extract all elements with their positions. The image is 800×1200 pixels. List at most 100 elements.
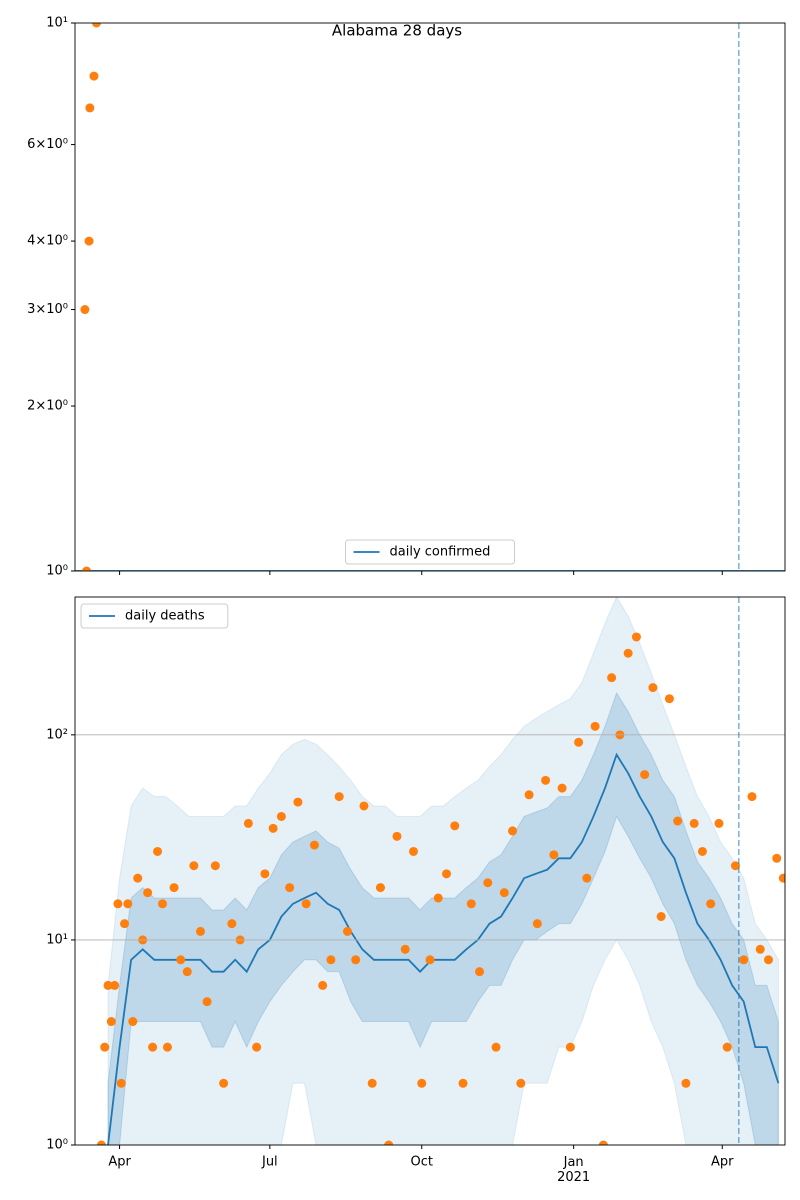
data-point: [458, 1078, 468, 1088]
data-point: [763, 955, 773, 965]
data-point: [243, 818, 253, 828]
data-point: [195, 926, 205, 936]
data-point: [697, 846, 707, 856]
data-point: [219, 1078, 229, 1088]
data-point: [400, 944, 410, 954]
legend-label: daily deaths: [125, 609, 205, 624]
x-tick-label: Oct: [411, 1155, 433, 1170]
data-point: [342, 926, 352, 936]
data-point: [326, 955, 336, 965]
data-point: [359, 801, 369, 811]
data-point: [442, 869, 452, 879]
line: [107, 752, 780, 1145]
data-point: [673, 816, 683, 826]
data-point: [158, 899, 168, 909]
data-point: [84, 236, 94, 246]
data-point: [334, 792, 344, 802]
data-point: [524, 790, 534, 800]
data-point: [143, 888, 153, 898]
x-tick-label: Apr: [711, 1155, 734, 1170]
legend-label: daily confirmed: [390, 545, 491, 560]
data-point: [367, 1078, 377, 1088]
y-tick-label: 6×10⁰: [27, 137, 68, 152]
data-point: [120, 919, 130, 929]
data-point: [91, 23, 101, 28]
data-point: [113, 899, 123, 909]
data-point: [148, 1042, 158, 1052]
data-point: [747, 792, 757, 802]
data-point: [664, 694, 674, 704]
data-point: [133, 873, 143, 883]
data-point: [772, 853, 782, 863]
data-point: [557, 783, 567, 793]
data-point: [778, 873, 785, 883]
plot-area: [75, 23, 785, 571]
data-point: [189, 861, 199, 871]
data-point: [433, 893, 443, 903]
y-tick-label: 3×10⁰: [27, 302, 68, 317]
data-point: [252, 1042, 262, 1052]
chart-title: Alabama 28 days: [332, 22, 462, 40]
legend-box: [345, 539, 515, 565]
plot-frame: [74, 22, 786, 572]
data-point: [549, 850, 559, 860]
data-point: [276, 811, 286, 821]
data-point: [100, 1042, 110, 1052]
data-point: [574, 737, 584, 747]
data-point: [82, 566, 92, 571]
data-point: [268, 823, 278, 833]
data-point: [516, 1078, 526, 1088]
data-point: [475, 967, 485, 977]
data-point: [508, 826, 518, 836]
y-tick-label: 10¹: [46, 16, 68, 31]
data-point: [351, 955, 361, 965]
data-point: [483, 878, 493, 888]
data-point: [755, 944, 765, 954]
data-point: [417, 1078, 427, 1088]
y-tick-label: 4×10⁰: [27, 234, 68, 249]
data-point: [541, 775, 551, 785]
data-point: [293, 797, 303, 807]
data-point: [260, 869, 270, 879]
data-point: [202, 997, 212, 1007]
data-point: [153, 846, 163, 856]
data-point: [103, 980, 113, 990]
data-point: [565, 1042, 575, 1052]
data-point: [128, 1017, 138, 1027]
data-point: [532, 919, 542, 929]
data-point: [714, 818, 724, 828]
data-point: [408, 846, 418, 856]
data-point: [392, 831, 402, 841]
data-point: [85, 103, 95, 113]
x-tick-label: Jul: [261, 1155, 278, 1170]
data-point: [491, 1042, 501, 1052]
data-point: [285, 883, 295, 893]
data-point: [450, 821, 460, 831]
data-point: [582, 873, 592, 883]
data-point: [227, 919, 237, 929]
x-tick-label: Apr: [108, 1155, 131, 1170]
data-point: [210, 861, 220, 871]
data-point: [648, 683, 658, 693]
data-point: [681, 1078, 691, 1088]
data-point: [689, 818, 699, 828]
data-point: [162, 1042, 172, 1052]
data-point: [309, 840, 319, 850]
plot-frame: [74, 596, 786, 1146]
data-point: [318, 980, 328, 990]
data-point: [590, 721, 600, 731]
data-point: [739, 955, 749, 965]
y-tick-label: 10⁰: [46, 564, 68, 579]
y-tick-label: 10¹: [46, 932, 68, 947]
data-point: [607, 673, 617, 683]
data-point: [169, 883, 179, 893]
data-point: [730, 861, 740, 871]
data-point: [722, 1042, 732, 1052]
data-point: [466, 899, 476, 909]
y-tick-label: 10⁰: [46, 1138, 68, 1153]
legend-box: [80, 603, 229, 629]
data-point: [96, 1140, 106, 1145]
data-point: [598, 1140, 608, 1145]
plot-area: [96, 597, 785, 1145]
